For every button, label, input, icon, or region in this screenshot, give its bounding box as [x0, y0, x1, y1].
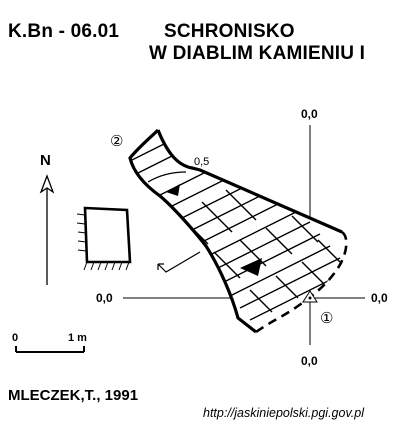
depth-label: 0,5	[194, 156, 210, 168]
scale-zero: 0	[12, 332, 19, 344]
north-arrow	[39, 174, 55, 285]
cave-name-line1: SCHRONISKO	[164, 21, 295, 42]
coord-right: 0,0	[371, 291, 388, 305]
entrance-1-marker: ①	[320, 310, 334, 327]
slope-marker	[240, 258, 262, 276]
coord-left: 0,0	[96, 291, 113, 305]
source-url[interactable]: http://jaskiniepolski.pgi.gov.pl	[203, 406, 364, 420]
coord-top: 0,0	[301, 107, 318, 121]
cave-name-line2: W DIABLIM KAMIENIU I	[149, 43, 366, 64]
north-label: N	[40, 152, 52, 169]
author-credit: MLECZEK,T., 1991	[8, 387, 139, 404]
scale-length: 1 m	[68, 332, 87, 344]
slope-marker	[166, 184, 180, 196]
scale-bar	[15, 346, 85, 353]
rock-block	[76, 206, 132, 271]
coord-bottom: 0,0	[301, 354, 318, 368]
entrance-2-marker: ②	[110, 133, 124, 150]
cave-outline	[128, 128, 348, 334]
cave-code: K.Bn - 06.01	[8, 21, 120, 42]
entrance-survey-point	[302, 290, 318, 303]
section-line	[157, 251, 201, 273]
